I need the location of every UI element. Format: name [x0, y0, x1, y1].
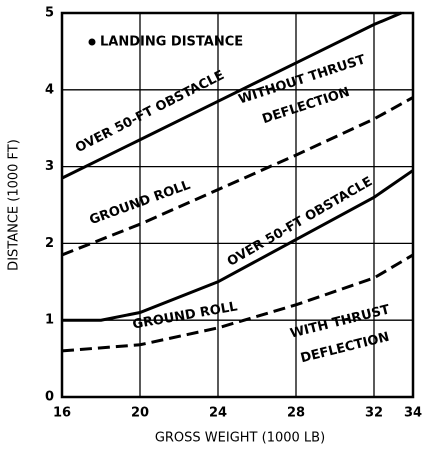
x-tick-label: 32 [365, 406, 383, 421]
y-tick-label: 0 [45, 390, 54, 405]
x-axis-label: GROSS WEIGHT (1000 LB) [155, 431, 325, 446]
title-bullet [88, 38, 96, 46]
chart-title: LANDING DISTANCE [100, 35, 243, 50]
line-series [61, 11, 402, 180]
plot-frame [60, 11, 415, 399]
y-tick-label: 3 [45, 159, 54, 174]
y-tick-label: 5 [45, 6, 54, 21]
x-tick-label: 28 [287, 406, 305, 421]
curve-label: OVER 50-FT OBSTACLE [225, 174, 375, 269]
y-tick-label: 4 [45, 82, 54, 97]
x-tick-label: 24 [209, 406, 227, 421]
y-axis-label: DISTANCE (1000 FT) [7, 139, 22, 271]
curve-label: OVER 50-FT OBSTACLE [73, 68, 227, 156]
x-tick-label: 16 [53, 406, 71, 421]
line-series [62, 169, 414, 322]
y-tick-label: 1 [45, 313, 54, 328]
line-series [61, 96, 414, 257]
x-tick-label: 34 [404, 406, 422, 421]
y-tick-label: 2 [45, 236, 54, 251]
line-series [61, 253, 414, 353]
x-tick-label: 20 [131, 406, 149, 421]
